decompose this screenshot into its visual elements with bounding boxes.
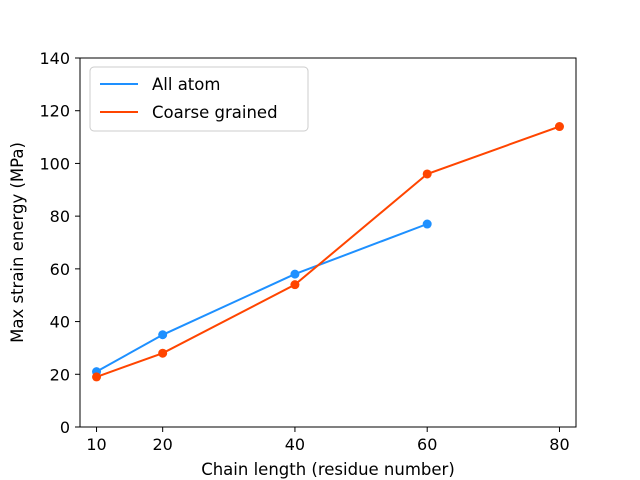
legend: All atom Coarse grained — [89, 66, 309, 132]
series-line-coarse-grained — [96, 125, 560, 378]
x-axis-label: Chain length (residue number) — [201, 460, 455, 479]
data-point-all-atom — [290, 269, 300, 279]
y-tick-label: 0 — [60, 418, 70, 437]
data-point-coarse-grained — [554, 122, 564, 132]
y-tick-label: 20 — [50, 365, 70, 384]
y-tick-label: 80 — [50, 207, 70, 226]
series-line-all-atom — [96, 223, 428, 373]
x-tick-label: 40 — [285, 435, 305, 454]
legend-label: Coarse grained — [152, 103, 278, 122]
y-tick-label: 120 — [39, 102, 70, 121]
plot-frame — [79, 57, 577, 428]
x-tick-label: 60 — [417, 435, 437, 454]
y-axis: 0 20 40 60 80 100 120 140 — [39, 49, 80, 437]
series-layer — [92, 122, 564, 382]
y-tick-label: 60 — [50, 260, 70, 279]
data-point-coarse-grained — [422, 169, 432, 179]
data-point-all-atom — [158, 330, 168, 340]
y-tick-label: 140 — [39, 49, 70, 68]
x-tick-label: 80 — [549, 435, 569, 454]
data-point-coarse-grained — [158, 348, 168, 358]
x-tick-label: 10 — [86, 435, 106, 454]
x-axis: 10 20 40 60 80 — [86, 427, 570, 454]
data-point-coarse-grained — [290, 280, 300, 290]
series-coarse-grained — [92, 122, 564, 382]
y-axis-label: Max strain energy (MPa) — [8, 142, 27, 343]
legend-frame — [89, 66, 309, 132]
y-tick-label: 100 — [39, 154, 70, 173]
legend-label: All atom — [152, 75, 220, 94]
data-point-coarse-grained — [92, 372, 102, 382]
data-point-all-atom — [422, 219, 432, 229]
x-tick-label: 20 — [152, 435, 172, 454]
y-tick-label: 40 — [50, 313, 70, 332]
series-all-atom — [92, 219, 432, 377]
